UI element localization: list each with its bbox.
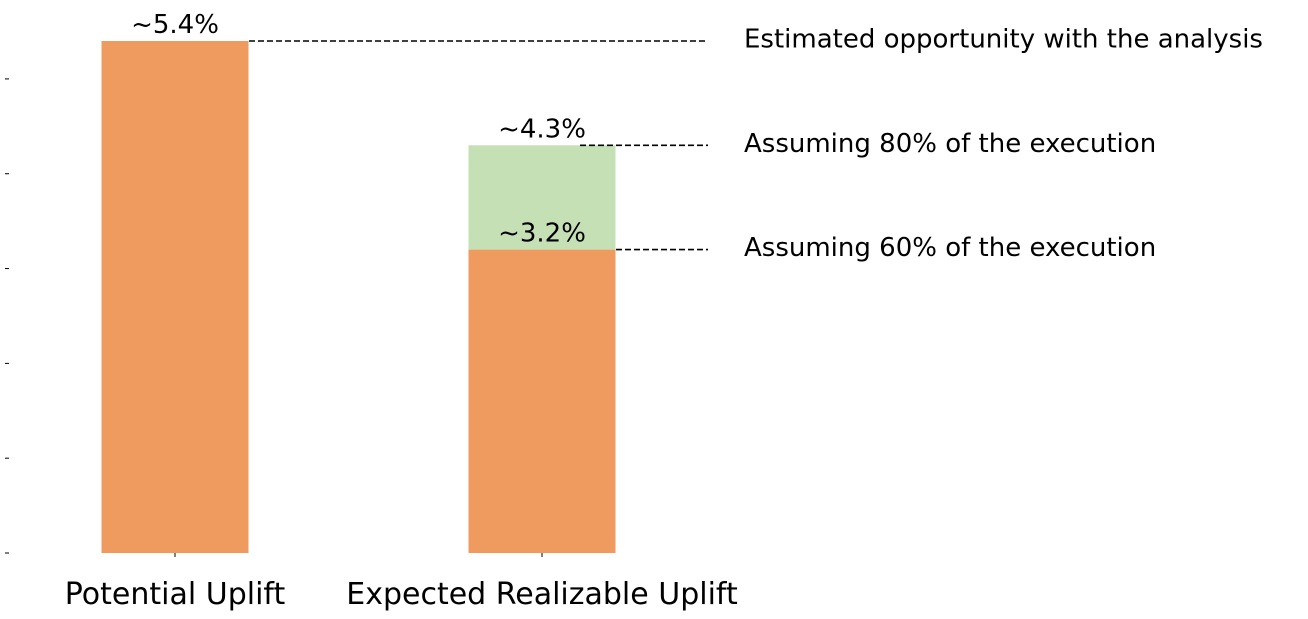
- bar-series1-cat1: [468, 145, 616, 250]
- reference-lines: [249, 40, 708, 251]
- bar-series0-cat1: [468, 249, 616, 553]
- reference-label-1: Assuming 80% of the execution: [744, 129, 1156, 159]
- y-axis-ticks: [5, 78, 9, 554]
- category-label-1: Expected Realizable Uplift: [346, 577, 738, 612]
- bar-series0-cat0: [101, 41, 249, 553]
- x-axis-ticks: [174, 553, 543, 557]
- reference-label-0: Estimated opportunity with the analysis: [744, 25, 1263, 55]
- data-label-2: ~3.2%: [498, 219, 586, 249]
- bars: [101, 41, 616, 553]
- reference-label-2: Assuming 60% of the execution: [744, 233, 1156, 263]
- data-label-1: ~4.3%: [498, 114, 586, 144]
- data-label-0: ~5.4%: [131, 10, 219, 40]
- category-label-0: Potential Uplift: [65, 577, 286, 612]
- labels: Estimated opportunity with the analysis A…: [65, 10, 1263, 612]
